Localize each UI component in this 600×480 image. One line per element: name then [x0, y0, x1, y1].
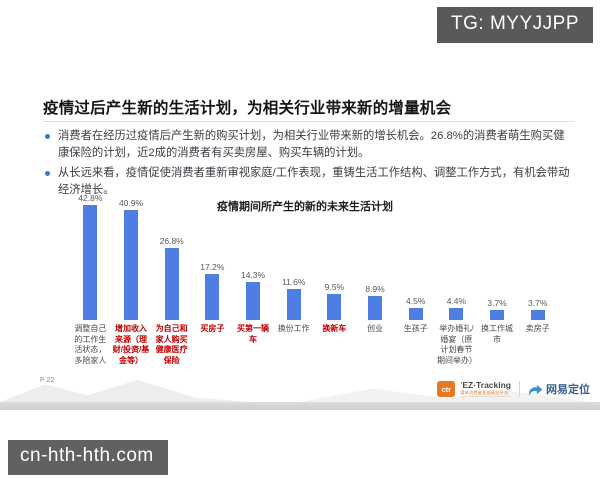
bullet-text: 消费者在经历过疫情后产生新的购买计划，为相关行业带来新的增长机会。26.8%的消…: [58, 130, 565, 159]
footer-decoration: [0, 380, 250, 402]
bar-column: 40.9%: [111, 188, 152, 320]
bar: [124, 210, 138, 320]
bullet-text: 从长远来看，疫情促使消费者重新审视家庭/工作表现，重铸生活工作结构、调整工作方式…: [58, 166, 570, 196]
bar-column: 26.8%: [151, 188, 192, 320]
bar-column: 11.6%: [273, 188, 314, 320]
bar-value-label: 8.9%: [365, 284, 385, 295]
bar: [408, 307, 423, 320]
bullet-dot-icon: [45, 134, 50, 139]
category-label: 卖房子: [525, 324, 550, 333]
ez-tracking-label: 'EZ·Tracking: [460, 380, 511, 391]
bar-value-label: 42.8%: [78, 192, 103, 203]
logo-divider: [519, 381, 520, 397]
footer-logos: ctr 'EZ·Tracking 媒体消费者智能研究平台 网易定位: [437, 380, 590, 397]
bar: [490, 310, 505, 320]
page-title: 疫情过后产生新的生活计划，为相关行业带来新的增量机会: [43, 100, 452, 117]
bar-column: 8.9%: [355, 188, 396, 320]
bar: [327, 294, 342, 320]
bar-value-label: 3.7%: [528, 298, 548, 308]
tg-badge: TG: MYYJJPP: [437, 7, 593, 43]
bullet-list: 消费者在经历过疫情后产生新的购买计划，为相关行业带来新的增长机会。26.8%的消…: [45, 128, 574, 202]
bullet-dot-icon: [45, 170, 50, 176]
category-label: 买房子: [200, 324, 225, 333]
netease-arrow-icon: [529, 384, 543, 395]
bar-value-label: 3.7%: [487, 298, 507, 308]
bullet-item: 从长远来看，疫情促使消费者重新审视家庭/工作表现，重铸生活工作结构、调整工作方式…: [45, 165, 574, 199]
bar: [368, 296, 383, 320]
ez-tick-icon: ': [460, 380, 463, 391]
bar-value-label: 4.4%: [446, 296, 467, 307]
chart-bars: 42.8% 40.9% 26.8% 17.2% 14.3% 11.6% 9.5% 8.9% 4.…: [70, 188, 558, 320]
title-divider: [43, 121, 574, 122]
category-label: 换新车: [322, 324, 347, 333]
bar: [449, 308, 464, 320]
bar: [164, 247, 179, 320]
category-label: 生孩子: [403, 324, 428, 333]
bar-column: 4.5%: [395, 188, 436, 320]
bar-value-label: 11.6%: [281, 276, 306, 287]
bar: [205, 273, 220, 320]
category-label: 创业: [367, 324, 384, 333]
bar-column: 4.4%: [436, 188, 477, 320]
bar-column: 3.7%: [477, 188, 518, 320]
ctr-logo: ctr: [437, 381, 456, 397]
bar-value-label: 17.2%: [200, 261, 225, 272]
bar-value-label: 26.8%: [159, 235, 184, 246]
bar-value-label: 14.3%: [240, 269, 266, 280]
bar: [83, 204, 98, 320]
category-label: 买第一辆车: [237, 324, 270, 344]
bar-value-label: 9.5%: [324, 282, 345, 293]
bar: [530, 310, 545, 320]
netease-logo: 网易定位: [528, 381, 590, 397]
bar-column: 17.2%: [192, 188, 233, 320]
category-label: 举办婚礼/婚宴（原计划春节期间举办）: [437, 324, 478, 365]
category-label: 换份工作: [277, 324, 310, 333]
category-label: 换工作城市: [481, 324, 514, 344]
chart-category-labels: 调整自己的工作生活状态，多陪家人 增加收入来源（理财/投资/基金等） 为自己和家人购…: [70, 324, 558, 366]
bar-column: 42.8%: [70, 188, 111, 320]
chart-title: 疫情期间所产生的新的未来生活计划: [217, 201, 393, 213]
page-number: P 22: [40, 377, 55, 384]
category-label: 增加收入来源（理财/投资/基金等）: [112, 324, 150, 365]
category-label: 为自己和家人购买健康医疗保险: [155, 324, 188, 365]
bar: [246, 281, 261, 320]
watermark-url: cn-hth-hth.com: [8, 440, 168, 475]
bar-value-label: 40.9%: [118, 198, 144, 208]
ez-tracking-subtitle: 媒体消费者智能研究平台: [460, 390, 511, 397]
slide-bottom-edge: [0, 402, 600, 410]
bar-column: 3.7%: [517, 188, 558, 320]
bullet-item: 消费者在经历过疫情后产生新的购买计划，为相关行业带来新的增长机会。26.8%的消…: [45, 128, 574, 162]
bar-column: 14.3%: [233, 188, 274, 320]
netease-label: 网易定位: [546, 384, 590, 396]
bar: [286, 288, 301, 320]
bar-column: 9.5%: [314, 188, 355, 320]
bar-value-label: 4.5%: [406, 295, 426, 306]
ez-tracking-logo: 'EZ·Tracking 媒体消费者智能研究平台: [460, 380, 511, 397]
category-label: 调整自己的工作生活状态，多陪家人: [74, 324, 107, 365]
